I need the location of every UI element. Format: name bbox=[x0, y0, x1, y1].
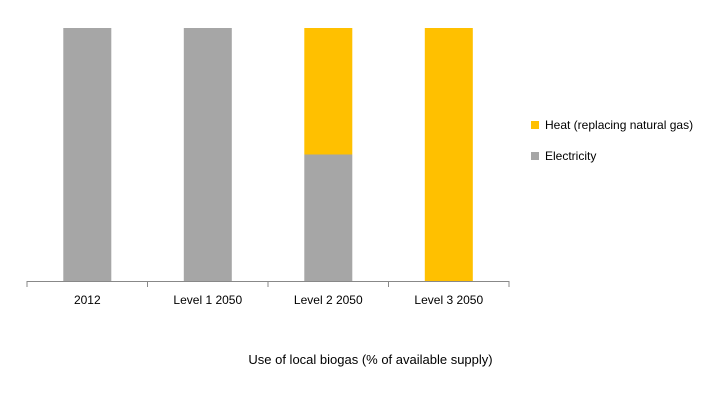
x-axis bbox=[26, 281, 510, 287]
legend-label-heat: Heat (replacing natural gas) bbox=[545, 118, 694, 132]
bar-electricity-2 bbox=[304, 154, 353, 281]
bar-electricity-1 bbox=[183, 28, 232, 281]
bar-heat-2 bbox=[304, 28, 353, 155]
legend-swatch-heat bbox=[531, 121, 539, 129]
x-axis-title-text: Use of local biogas (% of available supp… bbox=[248, 352, 493, 367]
x-tick-labels: 2012 Level 1 2050 Level 2 2050 Level 3 2050 bbox=[74, 293, 484, 307]
legend-label-electricity: Electricity bbox=[545, 149, 597, 163]
x-tick-label: 2012 bbox=[74, 293, 101, 307]
x-tick-label: Level 3 2050 bbox=[414, 293, 483, 307]
bar-electricity-0 bbox=[63, 28, 112, 281]
legend-item-heat: Heat (replacing natural gas) bbox=[531, 117, 693, 133]
x-tick-label: Level 1 2050 bbox=[173, 293, 242, 307]
bar-heat-3 bbox=[424, 28, 473, 281]
x-tick-label: Level 2 2050 bbox=[294, 293, 363, 307]
legend-swatch-electricity bbox=[531, 152, 539, 160]
legend: Heat (replacing natural gas) Electricity bbox=[531, 117, 693, 179]
bars-layer bbox=[63, 28, 473, 281]
legend-item-electricity: Electricity bbox=[531, 148, 693, 164]
x-axis-title: Use of local biogas (% of available supp… bbox=[0, 352, 703, 367]
